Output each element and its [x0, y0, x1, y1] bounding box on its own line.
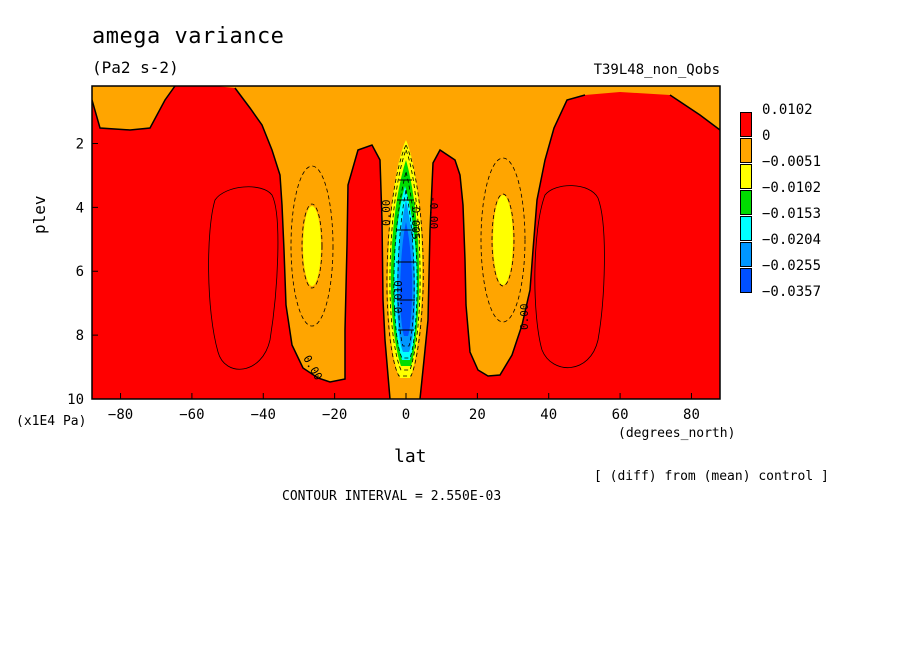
positive-contour-south — [208, 186, 279, 370]
positive-contour-north — [534, 185, 605, 369]
colorbar-swatch — [740, 242, 752, 267]
colorbar-swatch — [740, 190, 752, 215]
diff-note: [ (diff) from (mean) control ] — [594, 469, 829, 484]
x-tick-label: 80 — [683, 407, 700, 423]
north-yellow-core — [493, 195, 513, 285]
colorbar-label: −0.0204 — [762, 232, 822, 248]
x-tick-label: 40 — [540, 407, 557, 423]
colorbar-swatch — [740, 216, 752, 241]
x-tick-label: 0 — [402, 407, 410, 423]
colorbar-label: −0.0051 — [762, 154, 822, 170]
chart-units: (Pa2 s-2) — [92, 58, 179, 77]
contour-label: 0.00 — [518, 304, 531, 331]
y-axis-unit: (x1E4 Pa) — [16, 414, 87, 429]
x-tick-label: −60 — [179, 407, 204, 423]
contour-label: -0.00 — [427, 196, 440, 229]
y-tick-label: 10 — [67, 392, 84, 408]
x-tick-label: 20 — [469, 407, 486, 423]
x-axis-unit: (degrees_north) — [618, 426, 736, 441]
contour-label: 0.00 — [380, 200, 393, 227]
colorbar-swatch — [740, 164, 752, 189]
contour-label: -0.005 — [409, 200, 422, 240]
x-tick-label: −80 — [108, 407, 133, 423]
colorbar-label: −0.0153 — [762, 206, 822, 222]
colorbar-label: 0.0102 — [762, 102, 813, 118]
x-axis-label: lat — [394, 446, 427, 467]
zero-contour-south — [92, 86, 391, 399]
x-tick-label: −20 — [322, 407, 347, 423]
colorbar-label: −0.0255 — [762, 258, 822, 274]
y-tick-label: 4 — [76, 200, 84, 216]
y-axis: 2 4 6 8 10 — [67, 136, 98, 408]
x-tick-label: 60 — [612, 407, 629, 423]
equator-blue-core — [400, 222, 413, 336]
colorbar-swatch — [740, 138, 752, 163]
contour-fill — [92, 86, 720, 399]
colorbar-swatch — [740, 268, 752, 293]
south-red-region — [92, 86, 390, 399]
colorbar-swatch — [740, 112, 752, 137]
colorbar-label: −0.0102 — [762, 180, 822, 196]
experiment-label: T39L48_non_Qobs — [593, 62, 720, 78]
y-tick-label: 2 — [76, 136, 84, 152]
zero-contour-north — [419, 94, 720, 399]
y-tick-label: 6 — [76, 264, 84, 280]
contour-interval-label: CONTOUR INTERVAL = 2.550E-03 — [282, 489, 502, 504]
x-axis: −80 −60 −40 −20 0 20 40 60 80 — [108, 393, 700, 423]
y-axis-label: plev — [30, 195, 49, 234]
chart-title: amega variance — [92, 24, 285, 49]
contour-label: -0.010 — [392, 280, 405, 320]
y-tick-label: 8 — [76, 328, 84, 344]
south-yellow-core — [303, 206, 321, 286]
x-tick-label: −40 — [251, 407, 276, 423]
negative-contours — [290, 144, 526, 377]
colorbar-label: 0 — [762, 128, 771, 144]
north-red-region — [420, 92, 720, 399]
center-contour-ticks — [396, 179, 416, 331]
colorbar-label: −0.0357 — [762, 284, 822, 300]
